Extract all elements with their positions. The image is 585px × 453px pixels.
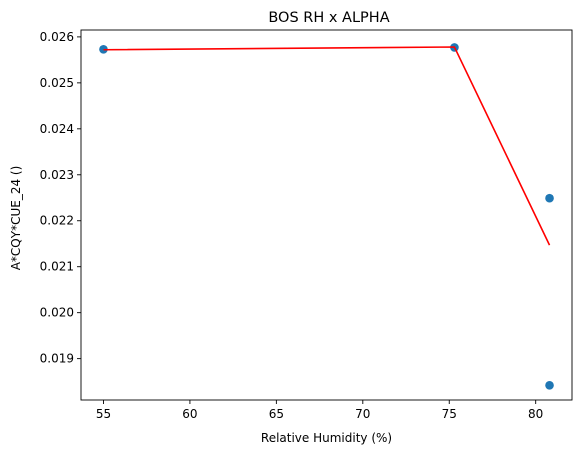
y-tick-label: 0.020 <box>40 306 74 320</box>
y-axis-label: A*CQY*CUE_24 () <box>9 166 23 271</box>
scatter-point <box>545 380 554 390</box>
y-tick-label: 0.026 <box>40 30 74 44</box>
x-axis-label: Relative Humidity (%) <box>261 431 392 445</box>
y-tick-label: 0.024 <box>40 122 74 136</box>
chart-title: BOS RH x ALPHA <box>268 10 389 26</box>
plot-area: 55 60 65 70 75 80 0.019 0.020 0.021 0.022 0.023 0.0… <box>40 29 573 421</box>
y-tick-label: 0.022 <box>40 214 74 228</box>
x-tick-label: 55 <box>96 407 111 421</box>
x-tick-label: 75 <box>442 407 457 421</box>
scatter-point <box>545 193 554 203</box>
x-tick-label: 60 <box>182 407 197 421</box>
x-tick-label: 70 <box>355 407 370 421</box>
trend-line <box>103 46 551 246</box>
x-tick-label: 65 <box>269 407 284 421</box>
y-tick-label: 0.019 <box>40 352 74 366</box>
scatter-point <box>99 45 108 54</box>
x-tick-label: 80 <box>528 407 543 421</box>
plot-frame <box>80 29 573 401</box>
y-tick-label: 0.023 <box>40 168 74 182</box>
y-tick-label: 0.021 <box>40 260 74 274</box>
y-tick-label: 0.025 <box>40 76 74 90</box>
